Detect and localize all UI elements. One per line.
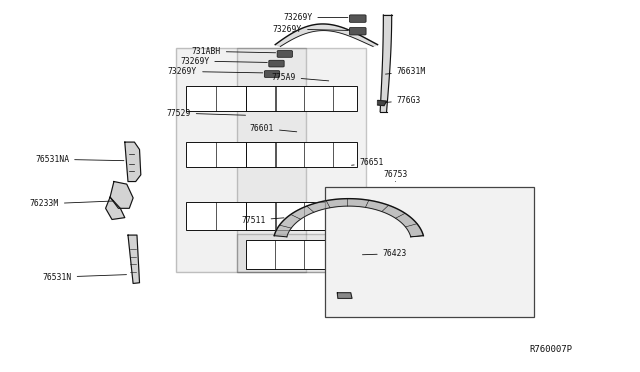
Polygon shape	[110, 182, 133, 208]
Text: 76631M: 76631M	[385, 67, 426, 76]
Polygon shape	[275, 24, 378, 46]
Bar	[186, 202, 298, 230]
FancyBboxPatch shape	[269, 60, 284, 67]
FancyBboxPatch shape	[277, 51, 292, 57]
Text: 77529: 77529	[166, 109, 246, 118]
Text: 731ABH: 731ABH	[191, 47, 276, 56]
Bar	[186, 86, 298, 111]
Polygon shape	[125, 142, 141, 182]
Bar	[246, 240, 357, 269]
Text: 73269Y: 73269Y	[283, 13, 348, 22]
Polygon shape	[337, 293, 352, 298]
Text: 76423: 76423	[362, 249, 407, 258]
Text: 76651: 76651	[351, 158, 384, 167]
Text: 73269Y: 73269Y	[168, 67, 263, 76]
Polygon shape	[106, 197, 125, 219]
Polygon shape	[380, 15, 392, 112]
Bar	[325, 187, 534, 317]
Text: R760007P: R760007P	[530, 345, 573, 354]
Bar	[237, 234, 366, 272]
Text: 776G3: 776G3	[385, 96, 421, 105]
Polygon shape	[378, 100, 387, 106]
Bar	[246, 202, 357, 230]
FancyBboxPatch shape	[349, 28, 366, 35]
Bar	[246, 142, 357, 167]
Bar	[246, 86, 357, 111]
FancyBboxPatch shape	[349, 15, 366, 22]
Text: 76601: 76601	[250, 124, 297, 133]
FancyBboxPatch shape	[264, 71, 280, 77]
Bar	[176, 48, 306, 272]
Bar	[237, 48, 366, 272]
Text: 76753: 76753	[383, 170, 408, 182]
Text: 73269Y: 73269Y	[273, 25, 348, 33]
Text: 77511: 77511	[241, 216, 284, 225]
Polygon shape	[274, 199, 424, 237]
Text: 76531NA: 76531NA	[35, 155, 124, 164]
Polygon shape	[128, 235, 140, 283]
Text: 76233M: 76233M	[29, 199, 114, 208]
Text: 775A9: 775A9	[271, 73, 329, 81]
Text: 76531N: 76531N	[42, 273, 127, 282]
Text: 73269Y: 73269Y	[180, 57, 268, 65]
Bar	[186, 142, 298, 167]
